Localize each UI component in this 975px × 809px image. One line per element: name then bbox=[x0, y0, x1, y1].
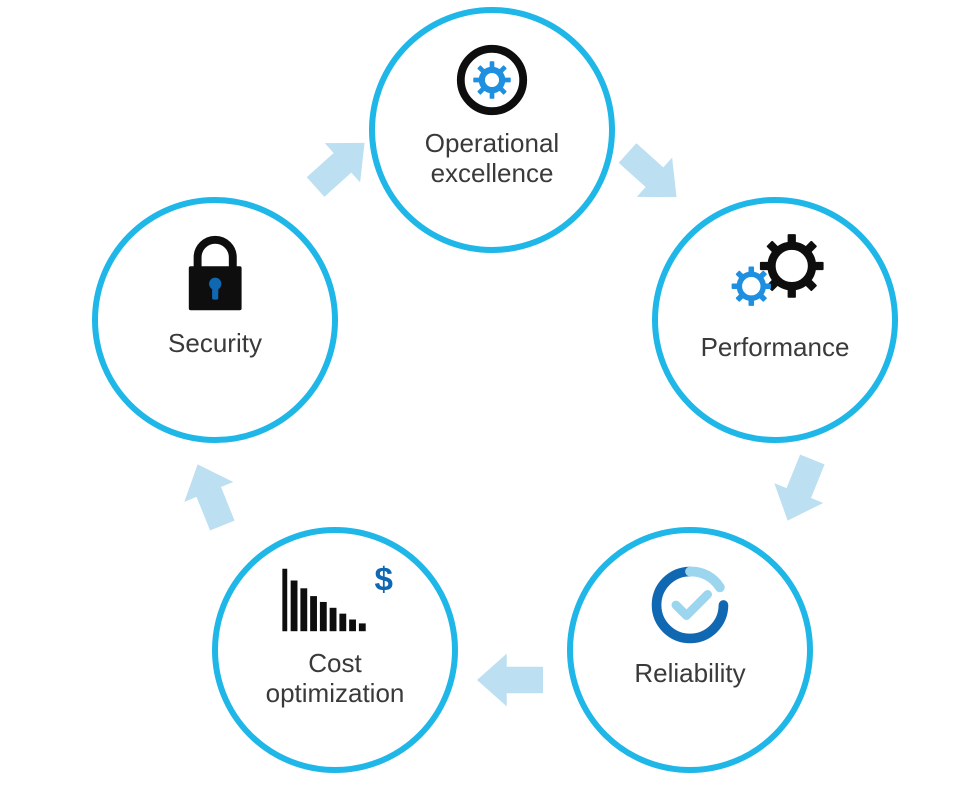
arrow-reliability-to-cost-optimization bbox=[477, 652, 543, 708]
node-label-performance: Performance bbox=[701, 333, 850, 363]
node-label-security: Security bbox=[168, 329, 262, 359]
node-security: Security bbox=[92, 197, 338, 443]
node-label-reliability: Reliability bbox=[634, 659, 745, 689]
gear-ring-icon bbox=[453, 41, 531, 119]
node-label-operational-excellence: Operational excellence bbox=[425, 129, 559, 189]
arrow-cost-optimization-to-security bbox=[172, 454, 249, 536]
arrow-operational-excellence-to-performance bbox=[609, 132, 696, 218]
svg-text:$: $ bbox=[374, 561, 392, 598]
node-reliability: Reliability bbox=[567, 527, 813, 773]
arrow-performance-to-reliability bbox=[762, 449, 839, 531]
node-label-cost-optimization: Cost optimization bbox=[266, 649, 405, 709]
cost-bars-icon: $ bbox=[277, 561, 394, 639]
node-cost-optimization: $ Cost optimization bbox=[212, 527, 458, 773]
lock-icon bbox=[180, 231, 250, 319]
node-operational-excellence: Operational excellence bbox=[369, 7, 615, 253]
check-ring-icon bbox=[646, 561, 734, 649]
node-performance: Performance bbox=[652, 197, 898, 443]
pillars-cycle-diagram: Operational excellence Performance Relia… bbox=[0, 0, 975, 809]
gears-icon bbox=[720, 231, 830, 323]
